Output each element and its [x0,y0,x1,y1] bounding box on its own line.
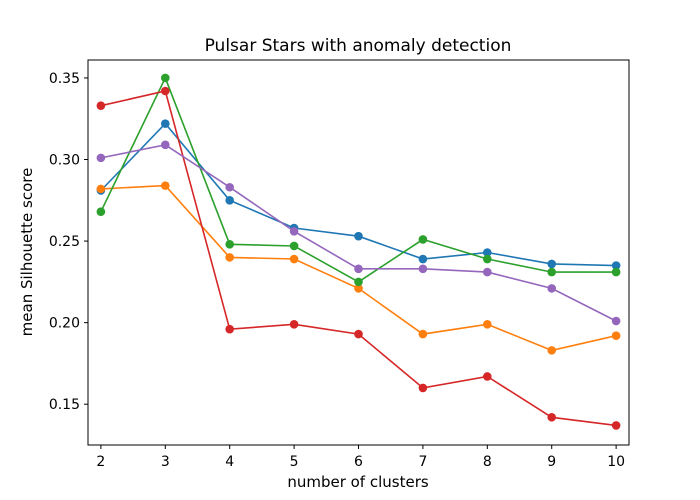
data-point [547,412,557,422]
data-point [225,240,234,249]
data-point [418,254,428,264]
data-point [418,235,428,244]
y-tick-label: 0.35 [49,71,80,87]
series-line [100,90,617,427]
data-point [225,324,234,334]
data-point [547,259,557,269]
data-point [483,372,492,381]
data-point [160,140,170,150]
x-axis: 2 3 4 5 6 7 8 9 10 [96,445,625,470]
plot-frame [87,59,630,446]
x-tick-label: 9 [547,454,556,470]
data-point [547,284,557,293]
x-tick-label: 10 [607,454,625,470]
data-point [547,267,557,277]
data-point [483,319,492,329]
y-axis-label: mean Silhouette score [18,168,36,337]
x-tick-label: 2 [96,454,105,470]
data-point [611,421,621,430]
x-axis-label: number of clusters [287,473,429,491]
data-point [225,182,234,192]
y-tick-label: 0.15 [49,397,80,413]
data-point [483,248,492,257]
data-point [354,284,363,293]
data-point [611,316,621,326]
data-point [483,254,492,264]
data-point [289,226,299,236]
series-5 [96,140,621,326]
y-tick-label: 0.20 [49,316,80,332]
series-2 [96,181,621,355]
x-tick-label: 5 [290,454,299,470]
data-point [354,329,363,339]
y-tick-label: 0.25 [49,234,80,250]
data-point [225,253,234,262]
chart-title: Pulsar Stars with anomaly detection [205,36,512,56]
data-point [96,207,106,217]
data-point [354,264,363,274]
x-tick-label: 8 [483,454,492,470]
y-axis: 0.15 0.20 0.25 0.30 0.35 [49,71,88,413]
data-point [96,101,106,110]
data-point [160,181,170,190]
series-line [100,75,617,283]
x-tick-label: 6 [354,454,363,470]
data-point [160,86,170,96]
series-line [100,122,617,267]
data-point [611,331,621,340]
data-point [160,73,170,83]
data-point [418,383,428,393]
data-point [354,231,363,241]
data-point [483,267,492,277]
data-point [96,184,106,194]
x-tick-label: 3 [161,454,170,470]
y-tick-label: 0.30 [49,153,80,169]
data-point [225,195,234,205]
data-point [611,267,621,277]
series-3 [96,73,621,287]
data-point [418,329,428,339]
plot-area [96,73,621,430]
data-point [611,261,621,270]
series-4 [96,86,621,430]
data-point [547,346,557,355]
data-point [418,264,428,274]
series-1 [96,119,621,270]
data-point [96,153,106,163]
data-point [354,277,363,287]
data-point [289,241,299,251]
data-point [289,319,299,329]
data-point [289,254,299,264]
data-point [160,119,170,128]
x-tick-label: 4 [225,454,234,470]
x-tick-label: 7 [418,454,427,470]
